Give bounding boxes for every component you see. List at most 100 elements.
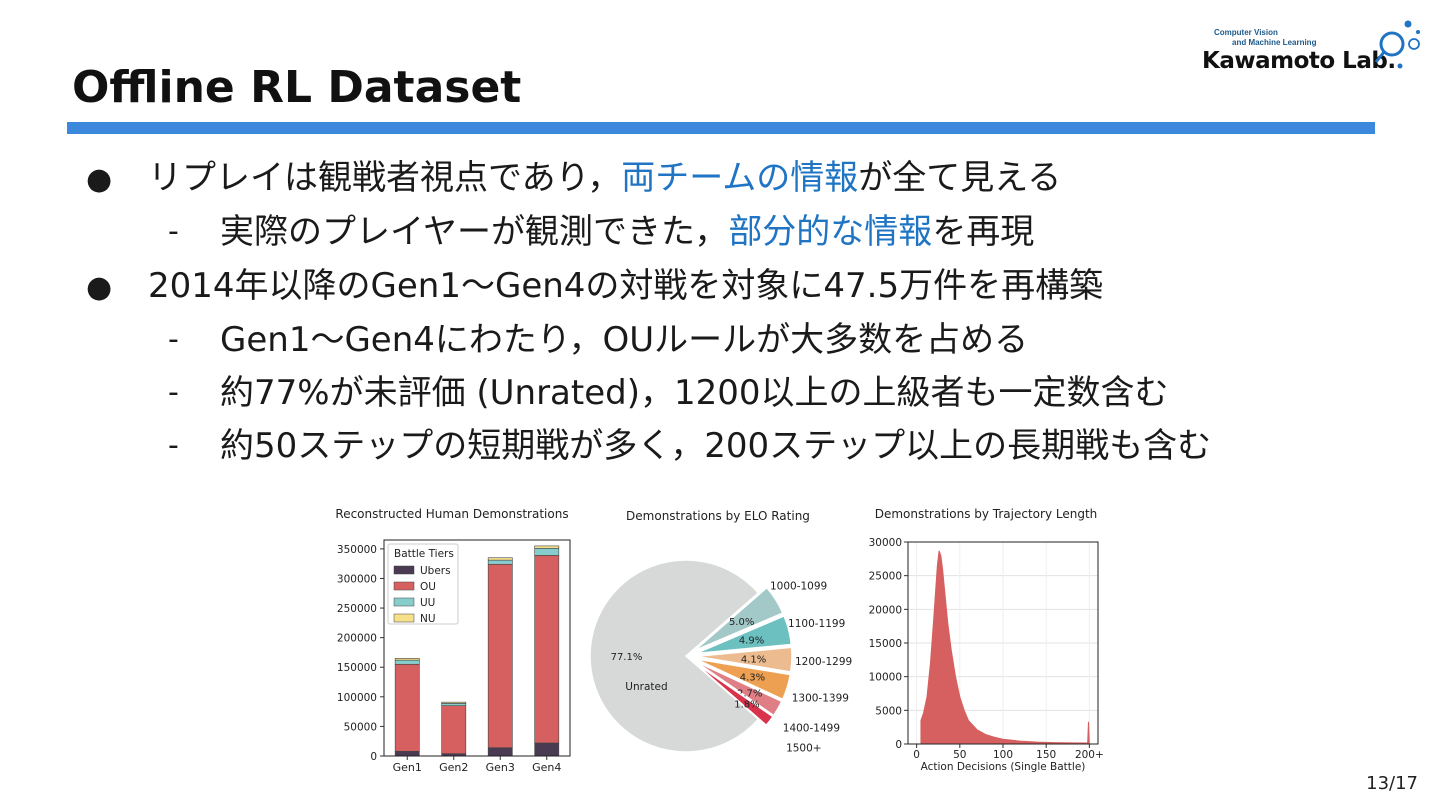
chart-title: Reconstructed Human Demonstrations [335,507,568,521]
bar-segment [487,747,513,757]
pie-slice [695,614,793,655]
pie-pct-label: 5.0% [729,617,754,628]
bullet-text: 2014年以降のGen1〜Gen4の対戦を対象に47.5万件を再構築 [148,266,1104,306]
bullet-text: を再現 [932,212,1035,252]
x-tick-label: 200+ [1075,749,1104,761]
legend-swatch [393,613,415,623]
bullet-text: が全て見える [858,158,1062,198]
pie-slice [695,646,793,673]
bar-segment [394,658,420,661]
bullet-marker: ● [86,270,113,305]
y-tick-label: 350000 [337,544,377,556]
bar-segment [534,545,560,549]
y-tick-label: 100000 [337,692,377,704]
y-tick-label: 250000 [337,603,377,615]
y-tick-label: 300000 [337,573,377,585]
bullet-line: - 約50ステップの短期戦が多く，200ステップ以上の長期戦も含む [168,426,1212,466]
logo-line1: Computer Vision [1214,28,1278,37]
tiers-bar-chart: Reconstructed Human Demonstrations 0 50000… [328,500,588,784]
x-tick-label: 100 [993,749,1013,761]
y-tick-label: 30000 [869,537,902,549]
pie-slice-label: 1400-1499 [783,723,840,735]
bullet-line: - 実際のプレイヤーが観測できた，部分的な情報を再現 [168,212,1035,252]
x-tick-label: Gen4 [532,761,561,774]
pie-slice-label: 1300-1399 [792,692,849,704]
pie-slice [694,660,783,717]
lab-logo: Computer Vision and Machine Learning Kaw… [1196,14,1426,78]
pie-slice [695,658,792,701]
y-tick-label: 0 [895,739,902,751]
dash-marker: - [168,375,179,410]
bullet-text: 約50ステップの短期戦が多く，200ステップ以上の長期戦も含む [220,426,1212,466]
bullet-text: Gen1〜Gen4にわたり，OUルールが大多数を占める [220,320,1029,360]
elo-pie-chart: Demonstrations by ELO Rating 77.1% Unrated… [588,500,864,784]
x-tick-label: 50 [953,749,966,761]
chart-title: Demonstrations by ELO Rating [626,509,810,523]
pie-pct-label: 4.9% [739,635,764,646]
dash-marker: - [168,214,179,249]
chart-title: Demonstrations by Trajectory Length [875,507,1098,521]
pie-pct-label: 4.1% [741,654,766,665]
plot-frame [383,539,571,757]
pie-slice [589,559,760,753]
pie-slice-label: 1000-1099 [770,580,827,592]
pie-slice-label: Unrated [625,681,667,693]
legend-label: OU [420,581,436,593]
bar-segment [487,563,513,749]
y-tick-label: 0 [370,751,377,763]
legend-swatch [393,597,415,607]
dash-marker: - [168,322,179,357]
bullet-line: - 約77%が未評価 (Unrated)，1200以上の上級者も一定数含む [168,373,1169,413]
pie-slice-label: 1100-1199 [788,618,845,630]
pie-slice [693,586,784,652]
legend-label: Ubers [420,565,451,577]
bullet-text: 実際のプレイヤーが観測できた， [220,212,729,252]
bar-segment [534,547,560,556]
highlight-text: 両チームの情報 [621,158,859,198]
bullet-text: 約77%が未評価 (Unrated)，1200以上の上級者も一定数含む [220,373,1169,413]
y-tick-label: 5000 [875,705,902,717]
y-tick-label: 25000 [869,571,902,583]
y-tick-label: 20000 [869,604,902,616]
bullet-line: ● リプレイは観戦者視点であり，両チームの情報が全て見える [86,158,1062,198]
y-tick-label: 10000 [869,672,902,684]
pie-pct-label: 4.3% [740,672,765,683]
page-number: 13/17 [1366,773,1418,794]
logo-line2: and Machine Learning [1232,38,1317,47]
pie-pct-label: 2.7% [737,688,762,699]
bar-segment [394,663,420,752]
plot-frame [907,541,1099,745]
bar-segment [441,705,467,754]
bar-segment [487,559,513,565]
pie-slice-label: 1500+ [786,743,822,755]
logo-name: Kawamoto Lab. [1202,48,1396,74]
legend-label: NU [420,613,436,625]
bar-segment [394,750,420,757]
legend-title: Battle Tiers [394,548,454,560]
x-tick-label: Gen1 [393,761,422,774]
slide-title: Offline RL Dataset [72,62,522,113]
legend-swatch [393,581,415,591]
pie-slice-label: 1200-1299 [795,656,852,668]
bullet-text: リプレイは観戦者視点であり， [148,158,622,198]
legend-label: UU [420,597,435,609]
pie-pct-label: 77.1% [611,652,643,663]
bar-segment [394,659,420,665]
bar-segment [441,703,467,706]
y-tick-label: 50000 [344,721,377,733]
y-tick-label: 200000 [337,633,377,645]
x-axis-label: Action Decisions (Single Battle) [921,761,1086,773]
bar-segment [441,701,467,704]
bullet-marker: ● [86,162,113,197]
highlight-text: 部分的な情報 [728,212,933,252]
pie-pct-label: 1.8% [734,699,759,710]
bar-segment [534,555,560,744]
x-tick-label: Gen2 [439,761,468,774]
title-underline [67,122,1375,134]
bullet-line: ● 2014年以降のGen1〜Gen4の対戦を対象に47.5万件を再構築 [86,266,1104,306]
magnifier-icon [1374,20,1420,69]
x-tick-label: 0 [913,749,920,761]
x-tick-label: 150 [1036,749,1056,761]
y-tick-label: 15000 [869,638,902,650]
y-tick-label: 150000 [337,662,377,674]
